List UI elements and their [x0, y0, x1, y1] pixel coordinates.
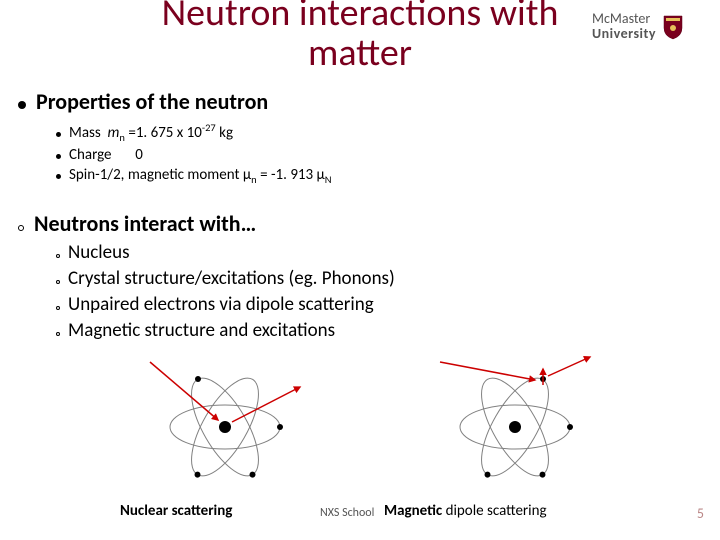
crest-icon	[662, 14, 684, 40]
bullet-icon	[56, 132, 61, 137]
section1-heading: Properties of the neutron	[36, 88, 268, 115]
bullet-icon	[56, 306, 60, 310]
bullet-icon	[56, 280, 60, 284]
section2-heading: Neutrons interact with…	[34, 210, 256, 237]
university-logo: McMaster University	[592, 12, 702, 41]
list-item: Nucleus	[56, 241, 702, 264]
title-line2: matter	[308, 30, 412, 76]
section1-heading-row: Properties of the neutron	[18, 88, 702, 115]
caption-nuclear: Nuclear scattering	[120, 502, 232, 520]
list-item: Crystal structure/excitations (eg. Phono…	[56, 267, 702, 290]
bullet-icon	[18, 225, 24, 231]
bullet-icon	[56, 174, 61, 179]
section2-heading-row: Neutrons interact with…	[18, 210, 702, 237]
page-number: 5	[697, 505, 704, 522]
prop-mass: Mass mn =1. 675 x 10-27 kg	[56, 121, 702, 144]
list-item: Unpaired electrons via dipole scattering	[56, 293, 702, 316]
bullet-icon	[18, 101, 26, 109]
bullet-icon	[56, 154, 61, 159]
prop-spin: Spin-1/2, magnetic moment μn = -1. 913 μ…	[56, 166, 702, 186]
nuclear-scattering-diagram	[140, 352, 310, 492]
caption-footer: NXS School	[320, 506, 374, 520]
prop-charge: Charge 0	[56, 146, 702, 164]
caption-magnetic: Magnetic dipole scattering	[384, 502, 547, 520]
bullet-icon	[56, 332, 60, 336]
list-item: Magnetic structure and excitations	[56, 319, 702, 342]
magnetic-scattering-diagram	[430, 352, 600, 492]
logo-line2: University	[592, 27, 656, 42]
bullet-icon	[56, 254, 60, 258]
